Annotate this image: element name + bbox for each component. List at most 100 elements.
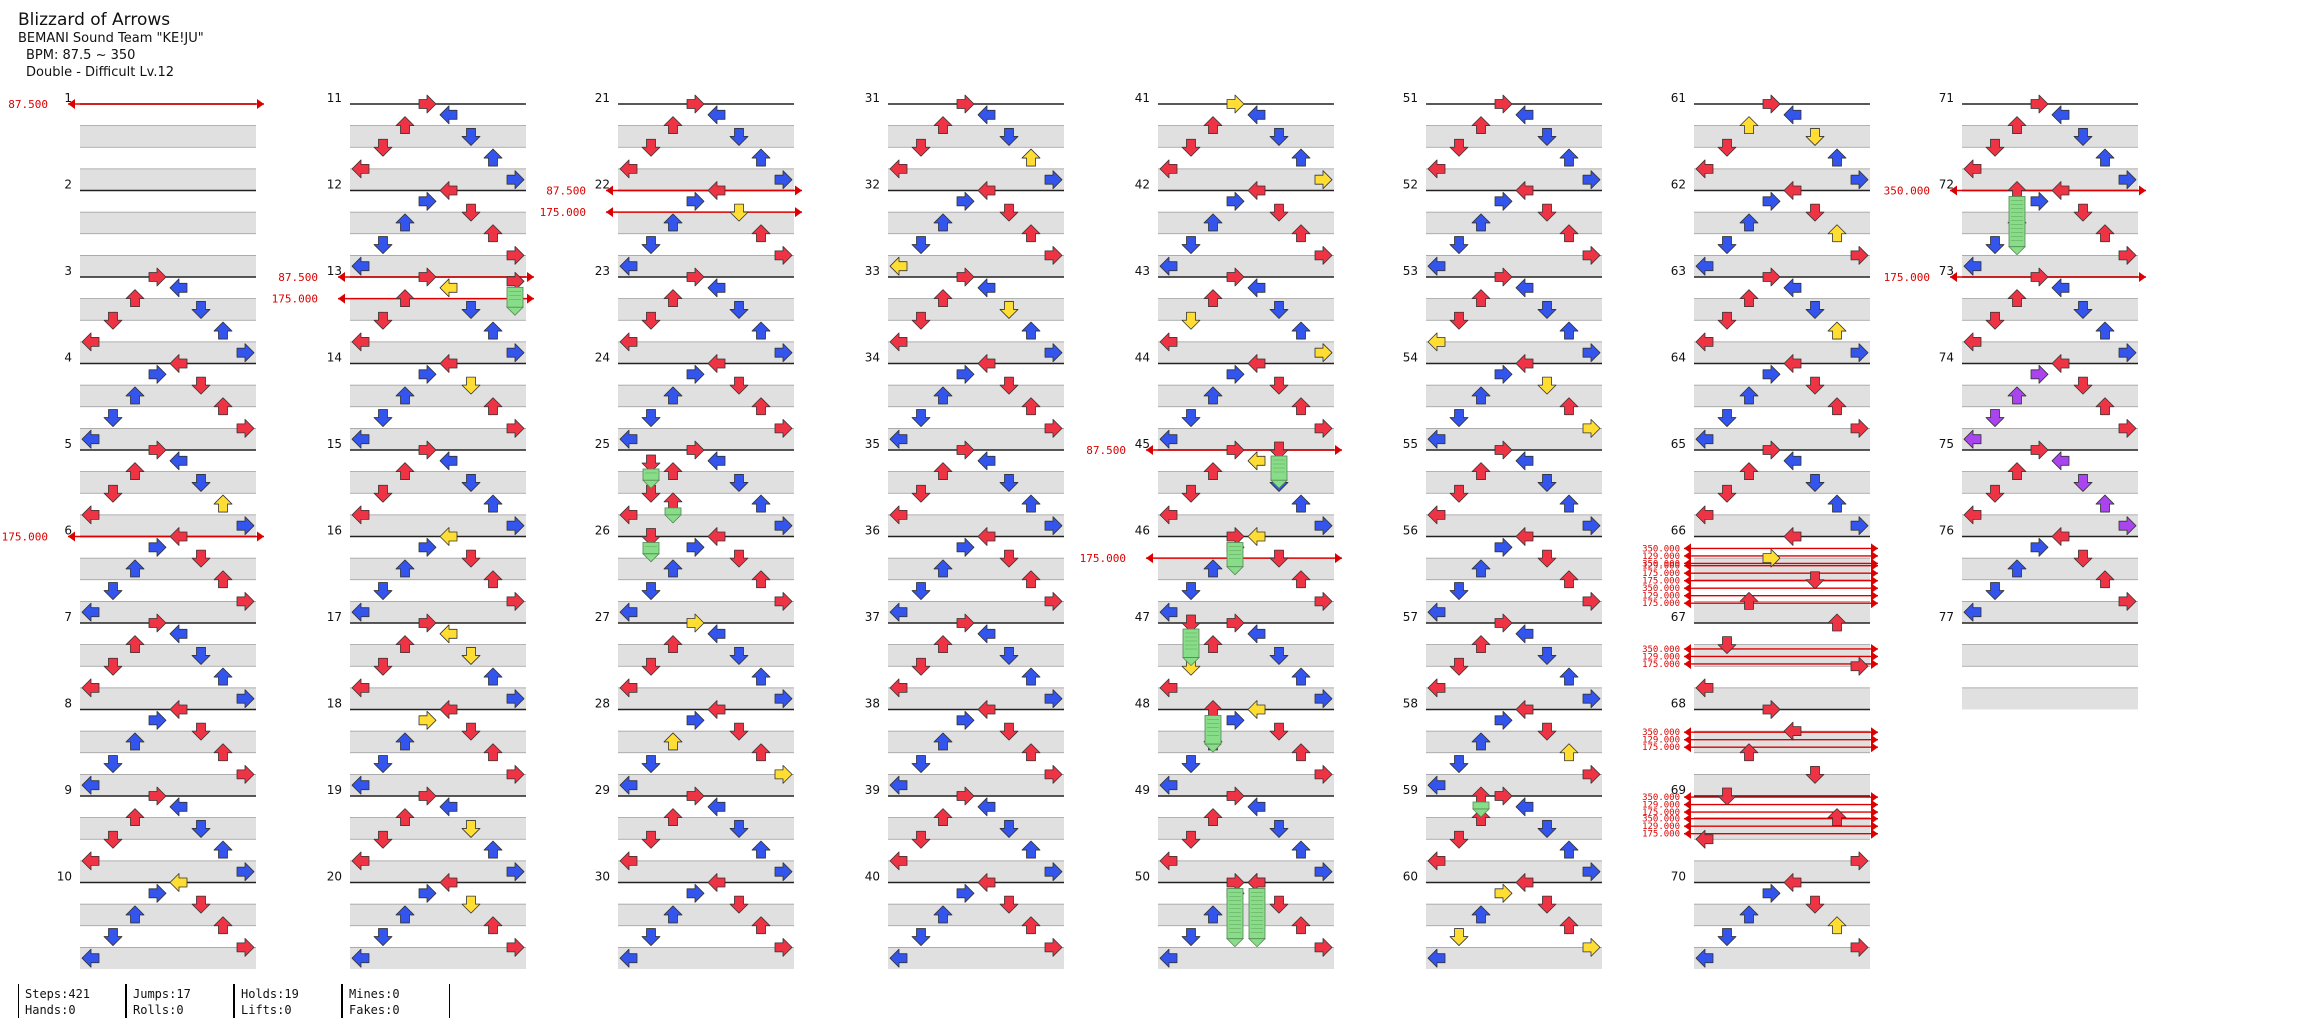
step-arrow: [1537, 549, 1557, 568]
step-arrow: [461, 128, 481, 146]
measure-number: 62: [1671, 178, 1686, 192]
bpm-marker-left: [1684, 560, 1691, 571]
hold-note: [642, 468, 660, 489]
measure-69: 69: [1671, 783, 1870, 883]
step-arrow: [461, 895, 481, 914]
step-arrow: [213, 743, 233, 762]
step-arrow: [1805, 128, 1825, 146]
step-arrow: [1181, 582, 1201, 600]
step-arrow: [236, 862, 255, 882]
step-arrow: [1805, 203, 1825, 222]
step-arrow: [1181, 236, 1201, 254]
measure-45: 45: [1135, 437, 1334, 537]
song-difficulty: Double - Difficult Lv.12: [26, 65, 175, 80]
step-arrow: [1762, 440, 1781, 460]
step-arrow: [619, 159, 638, 179]
step-arrow: [1582, 591, 1601, 611]
hold-note: [1270, 455, 1288, 489]
measure-number: 47: [1135, 610, 1150, 624]
step-arrow: [663, 289, 683, 308]
step-arrow: [395, 808, 415, 827]
measure-6: 6: [64, 524, 256, 623]
bpm-change-label: 175.000: [1884, 271, 1930, 284]
step-arrow: [2118, 516, 2137, 536]
measure-30: 30: [595, 870, 794, 969]
step-arrow: [1021, 494, 1041, 513]
step-arrow: [1159, 948, 1178, 968]
step-arrow: [1314, 689, 1333, 709]
measure-number: 35: [865, 437, 880, 451]
step-arrow: [774, 937, 793, 957]
step-arrow: [751, 321, 771, 340]
step-arrow: [1827, 148, 1847, 167]
step-arrow: [213, 570, 233, 589]
step-arrow: [395, 289, 415, 308]
step-arrow: [461, 203, 481, 222]
step-arrow: [933, 116, 953, 135]
step-arrow: [956, 710, 975, 730]
step-arrow: [641, 454, 661, 473]
step-arrow: [751, 916, 771, 935]
step-arrow: [889, 159, 908, 179]
step-arrow: [1247, 700, 1266, 719]
step-arrow: [889, 851, 908, 871]
step-arrow: [395, 732, 415, 751]
step-arrow: [1044, 170, 1063, 190]
step-arrow: [1203, 213, 1223, 232]
step-arrow: [999, 203, 1019, 222]
step-arrow: [1537, 301, 1557, 319]
bpm-marker-right: [1871, 813, 1878, 824]
step-arrow: [1559, 397, 1579, 416]
step-arrow: [977, 451, 996, 471]
measure-77: 77: [1939, 610, 2138, 710]
step-arrow: [1044, 418, 1063, 438]
step-arrow: [2118, 418, 2137, 438]
step-arrow: [1515, 624, 1534, 644]
step-arrow: [663, 462, 683, 481]
step-arrow: [1963, 332, 1982, 352]
step-arrow: [169, 797, 188, 817]
step-arrow: [2073, 474, 2093, 492]
bpm-marker-right: [1335, 445, 1342, 455]
step-arrow: [1427, 948, 1446, 968]
step-arrow: [889, 429, 908, 449]
step-arrow: [1717, 236, 1737, 254]
step-arrow: [1226, 613, 1245, 633]
step-arrow: [439, 700, 458, 719]
measure-number: 38: [865, 697, 880, 711]
step-arrow: [1427, 429, 1446, 449]
step-arrow: [1269, 647, 1289, 665]
bpm-marker-left: [1950, 272, 1957, 282]
hold-note: [1472, 801, 1490, 818]
step-arrow: [1762, 548, 1781, 568]
step-arrow: [933, 462, 953, 481]
step-arrow: [751, 667, 771, 686]
step-arrow: [956, 267, 975, 287]
step-arrow: [751, 570, 771, 589]
step-arrow: [191, 722, 211, 741]
measure-number: 30: [595, 870, 610, 884]
step-arrow: [439, 624, 458, 644]
step-arrow: [1515, 451, 1534, 471]
step-arrow: [1449, 582, 1469, 600]
measure-47: 47: [1135, 610, 1334, 710]
stat-group: Steps:421 Hands:0: [18, 984, 126, 1018]
step-arrow: [169, 624, 188, 644]
step-arrow: [663, 905, 683, 924]
bpm-marker-left: [1684, 828, 1691, 839]
measure-number: 10: [57, 870, 72, 884]
bpm-marker-left: [1684, 813, 1691, 824]
hold-note: [664, 507, 682, 524]
step-arrow: [483, 570, 503, 589]
step-arrow: [1739, 462, 1759, 481]
bpm-marker-right: [1871, 643, 1878, 654]
step-arrow: [1269, 376, 1289, 395]
measure-number: 11: [327, 91, 342, 105]
bpm-change-label: 350.000: [1642, 815, 1680, 825]
bpm-marker-left: [1684, 658, 1691, 669]
step-arrow: [169, 451, 188, 471]
step-arrow: [707, 354, 726, 373]
step-arrow: [889, 948, 908, 968]
step-arrow: [1449, 484, 1469, 503]
step-arrow: [977, 797, 996, 817]
